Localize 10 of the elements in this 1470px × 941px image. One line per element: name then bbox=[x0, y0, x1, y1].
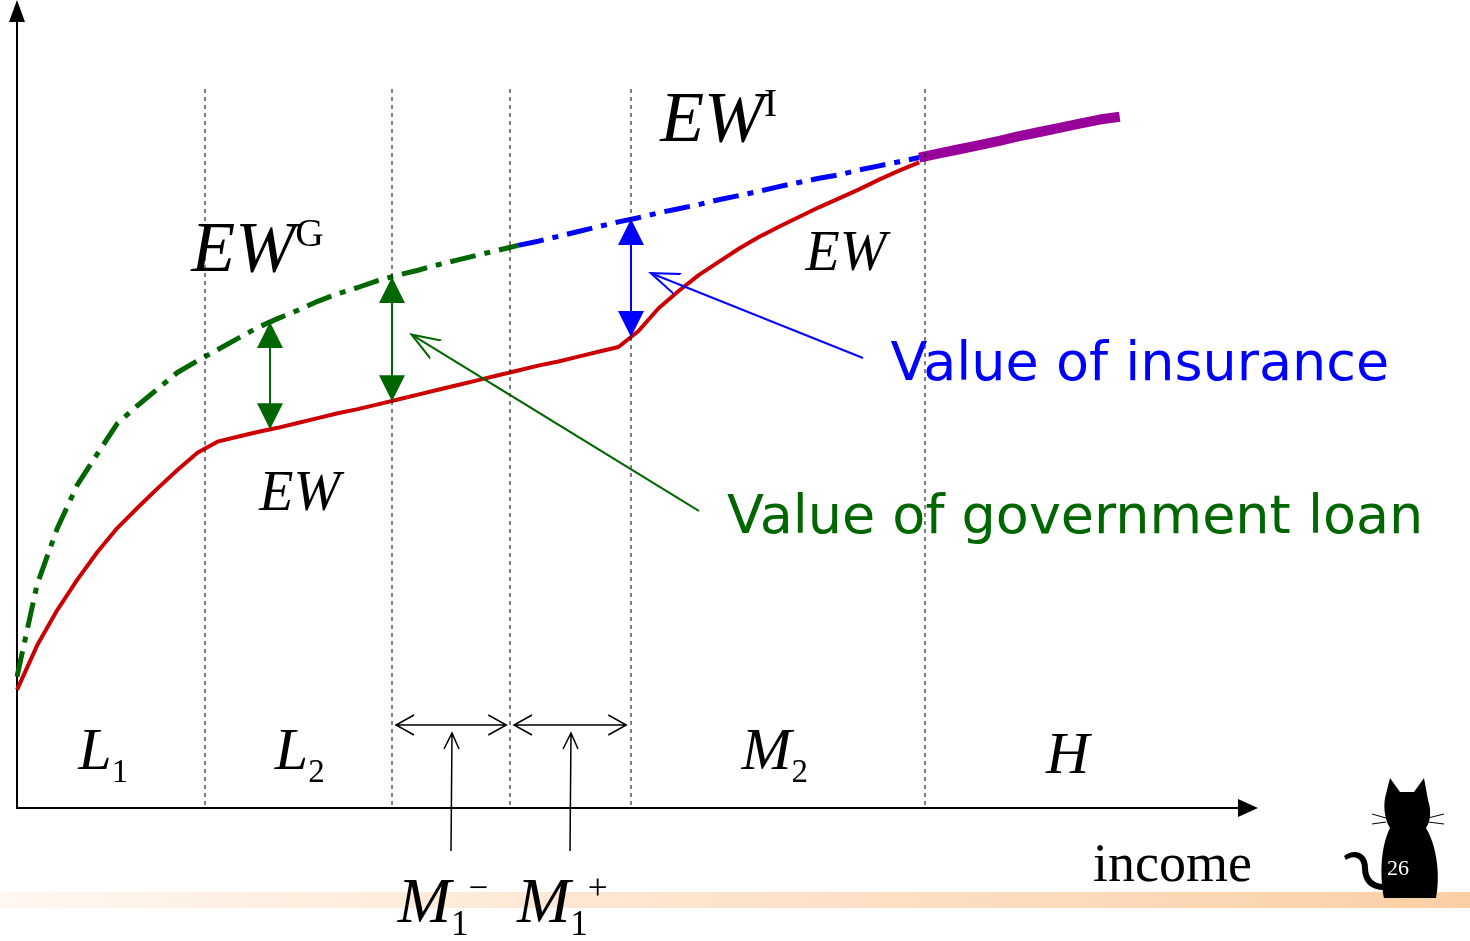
text: 26 bbox=[1387, 855, 1409, 880]
annotation: EW$^{I}$ bbox=[660, 76, 778, 157]
x-axis-title: income bbox=[1093, 833, 1252, 893]
annotation: M$_{2}$ bbox=[741, 715, 809, 789]
annotation: EW$^{G}$ bbox=[191, 206, 324, 287]
annotation: L$_{1}$ bbox=[78, 715, 129, 789]
annotation: L$_{2}$ bbox=[274, 715, 325, 789]
annotation: Value of government loan bbox=[726, 482, 1424, 546]
annotation: Value of insurance bbox=[890, 330, 1390, 394]
annotation: H bbox=[1045, 720, 1090, 786]
